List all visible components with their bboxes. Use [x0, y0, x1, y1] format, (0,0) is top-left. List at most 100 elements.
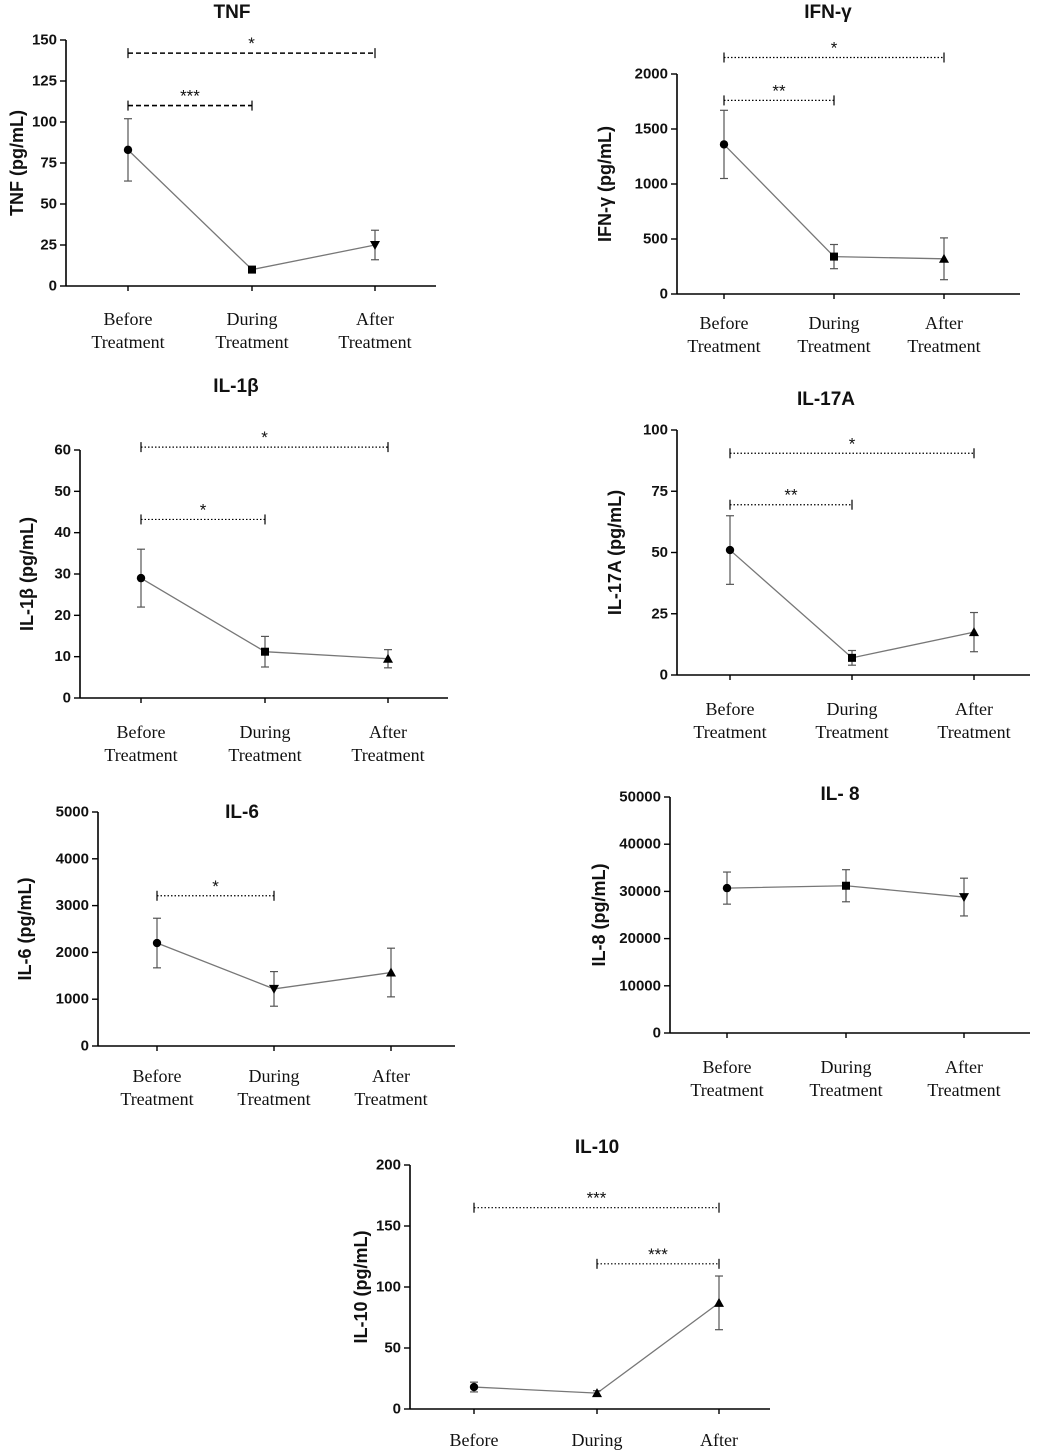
- x-tick-label: Treatment: [809, 1080, 882, 1100]
- y-tick-label: 0: [393, 1401, 401, 1418]
- data-point: [725, 545, 735, 555]
- x-tick-label: Treatment: [560, 1453, 633, 1456]
- y-tick-label: 2000: [635, 66, 668, 83]
- significance-label: *: [849, 434, 856, 453]
- x-tick-label: After: [955, 699, 993, 719]
- series-line: [473, 1302, 720, 1394]
- chart-title: IL-10: [575, 1137, 619, 1158]
- x-tick-label: Treatment: [437, 1453, 510, 1456]
- x-tick-label: Treatment: [354, 1089, 427, 1109]
- x-tick-label: Treatment: [215, 332, 288, 352]
- x-tick-label: After: [700, 1430, 738, 1450]
- y-tick-label: 50000: [619, 789, 661, 806]
- y-axis-label: IL-8 (pg/mL): [589, 864, 609, 967]
- y-tick-label: 75: [40, 155, 57, 172]
- chart-panel-4: IL-17A IL-17A (pg/mL) 0 25 50 75 100 Before Trea…: [605, 389, 1030, 742]
- x-tick-label: Treatment: [815, 722, 888, 742]
- significance-label: *: [261, 428, 268, 447]
- significance-label: ***: [180, 87, 200, 106]
- x-tick-label: Treatment: [120, 1089, 193, 1109]
- chart-panel-2: IFN-γ IFN-γ (pg/mL) 0 500 1000 1500 2000 Before…: [595, 2, 1020, 356]
- y-tick-label: 150: [376, 1218, 401, 1235]
- data-point: [939, 253, 949, 263]
- y-tick-label: 25: [40, 237, 57, 254]
- y-tick-label: 125: [32, 73, 57, 90]
- data-point: [383, 653, 393, 663]
- data-point: [959, 893, 969, 903]
- chart-panel-7: IL-10 IL-10 (pg/mL) 0 50 100 150 200 Before Trea…: [351, 1137, 770, 1456]
- y-tick-label: 100: [376, 1279, 401, 1296]
- x-tick-label: Treatment: [228, 745, 301, 765]
- y-axis-label: IL-10 (pg/mL): [351, 1231, 371, 1344]
- y-axis-label: TNF (pg/mL): [7, 110, 27, 216]
- data-point: [469, 1382, 479, 1392]
- y-tick-label: 0: [660, 286, 668, 303]
- x-tick-label: After: [372, 1066, 410, 1086]
- data-point: [269, 984, 279, 994]
- y-tick-label: 150: [32, 32, 57, 49]
- y-tick-label: 0: [653, 1025, 661, 1042]
- y-tick-label: 75: [651, 483, 668, 500]
- data-point: [848, 653, 856, 662]
- y-tick-label: 50: [384, 1340, 401, 1357]
- x-tick-label: During: [821, 1057, 872, 1077]
- y-tick-label: 0: [49, 278, 57, 295]
- x-tick-label: Treatment: [104, 745, 177, 765]
- x-tick-label: Treatment: [927, 1080, 1000, 1100]
- y-tick-label: 4000: [56, 850, 89, 867]
- x-tick-label: Before: [706, 699, 755, 719]
- y-tick-label: 50: [54, 483, 71, 500]
- y-tick-label: 10: [54, 648, 71, 665]
- chart-panel-6: IL- 8 IL-8 (pg/mL) 0 10000 20000 30000 40000 50…: [589, 784, 1030, 1100]
- y-tick-label: 60: [54, 442, 71, 459]
- chart-title: IL-1β: [213, 376, 258, 397]
- significance-label: **: [772, 81, 786, 100]
- y-tick-label: 30000: [619, 883, 661, 900]
- y-tick-label: 1500: [635, 121, 668, 138]
- y-tick-label: 500: [643, 231, 668, 248]
- x-tick-label: Before: [700, 313, 749, 333]
- x-tick-label: Treatment: [687, 336, 760, 356]
- y-tick-label: 25: [651, 605, 668, 622]
- x-tick-label: During: [809, 313, 860, 333]
- data-point: [152, 938, 162, 948]
- chart-title: IL-6: [225, 802, 259, 823]
- y-axis-label: IL-17A (pg/mL): [605, 490, 625, 615]
- significance-label: *: [248, 34, 255, 53]
- x-tick-label: After: [945, 1057, 983, 1077]
- x-tick-label: Treatment: [237, 1089, 310, 1109]
- y-tick-label: 50: [40, 196, 57, 213]
- chart-panel-5: IL-6 IL-6 (pg/mL) 0 1000 2000 3000 4000 5000 Bef…: [15, 802, 455, 1109]
- x-tick-label: Treatment: [937, 722, 1010, 742]
- significance-label: *: [212, 877, 219, 896]
- data-point: [261, 647, 269, 656]
- y-tick-label: 0: [63, 690, 71, 707]
- data-point: [842, 881, 850, 890]
- chart-title: IL- 8: [820, 784, 859, 805]
- y-tick-label: 50: [651, 544, 668, 561]
- y-tick-label: 3000: [56, 897, 89, 914]
- series-line: [729, 549, 975, 659]
- data-point: [719, 140, 729, 149]
- data-point: [830, 252, 838, 261]
- y-tick-label: 20: [54, 607, 71, 624]
- x-tick-label: Before: [117, 722, 166, 742]
- x-tick-label: Before: [703, 1057, 752, 1077]
- y-tick-label: 1000: [635, 176, 668, 193]
- y-axis-label: IL-1β (pg/mL): [17, 517, 37, 631]
- significance-label: *: [200, 500, 207, 519]
- x-tick-label: Treatment: [91, 332, 164, 352]
- y-tick-label: 0: [660, 667, 668, 684]
- significance-label: *: [831, 39, 838, 58]
- data-point: [592, 1388, 602, 1398]
- data-point: [248, 265, 256, 274]
- y-tick-label: 40000: [619, 836, 661, 853]
- x-tick-label: During: [249, 1066, 300, 1086]
- chart-panel-1: TNF TNF (pg/mL) 0 25 50 75 100 125 150 Before Trea…: [7, 2, 436, 352]
- significance-label: ***: [587, 1189, 607, 1208]
- significance-label: ***: [648, 1245, 668, 1264]
- data-point: [370, 241, 380, 250]
- x-tick-label: Treatment: [338, 332, 411, 352]
- x-tick-label: Before: [450, 1430, 499, 1450]
